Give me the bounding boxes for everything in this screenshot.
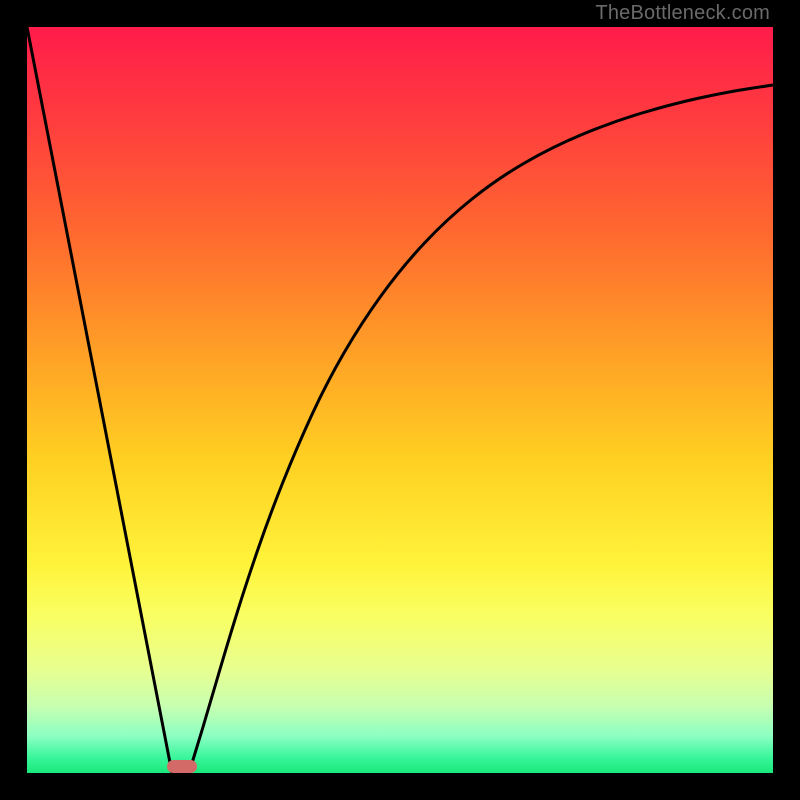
chart-container: TheBottleneck.com	[0, 0, 800, 800]
frame-bottom	[0, 773, 800, 800]
bottom-marker	[167, 760, 197, 773]
watermark-text: TheBottleneck.com	[595, 2, 770, 25]
frame-left	[0, 0, 27, 800]
frame-right	[773, 0, 800, 800]
plot-area	[27, 27, 773, 773]
left-line	[27, 27, 172, 773]
curve-layer	[27, 27, 773, 773]
right-curve	[189, 85, 773, 773]
